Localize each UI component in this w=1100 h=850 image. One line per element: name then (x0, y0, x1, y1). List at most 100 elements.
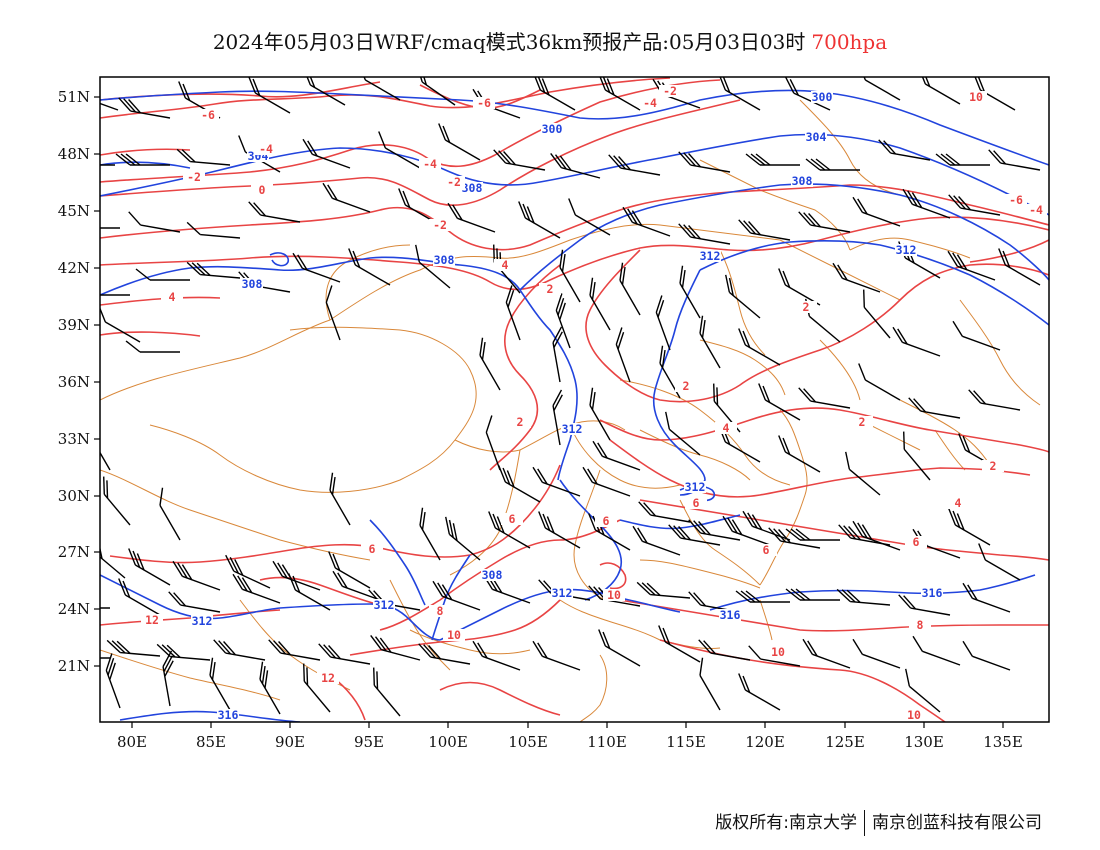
copyright-owner: 版权所有:南京大学 (715, 813, 857, 833)
contour-label-bg (419, 158, 441, 170)
height-contour-label: 312 (700, 249, 721, 263)
contour-label-bg (161, 291, 183, 303)
temperature-contour (100, 77, 671, 119)
wind-barb (768, 527, 821, 549)
title-pressure-level: 700hpa (811, 30, 888, 54)
temperature-contour (259, 576, 381, 606)
wind-barb (852, 520, 901, 551)
wind-barb (302, 138, 351, 169)
wind-barb (905, 668, 941, 713)
temperature-contour-label: 12 (321, 671, 335, 685)
height-contour (269, 252, 290, 267)
temperature-contour-label: 4 (169, 290, 176, 304)
temperature-contour-label: 6 (763, 543, 770, 557)
temperature-contour (379, 519, 621, 631)
temperature-contour-label: -2 (663, 84, 677, 98)
contour-label-bg (539, 283, 561, 295)
wind-barb (998, 248, 1041, 286)
wind-barb (838, 524, 891, 546)
wind-barb (103, 476, 131, 526)
wind-barb (858, 77, 901, 101)
contour-label-bg (141, 614, 163, 626)
contour-label-bg (433, 254, 455, 266)
contour-label-bg (909, 619, 931, 631)
temperature-contour (609, 439, 1031, 498)
temperature-contour-label: 10 (907, 708, 921, 722)
temperature-contour-label: 2 (517, 415, 524, 429)
wind-barb (608, 154, 661, 176)
y-tick-label: 39N (58, 316, 90, 334)
wind-barb (802, 638, 851, 669)
wind-barb (592, 440, 641, 471)
temperature-contour-label: 4 (723, 421, 730, 435)
map-axes: 80E 85E 90E 95E 100E 105E 110E 115E 120E 125E 130E… (58, 88, 1023, 751)
temperature-contour (439, 681, 561, 716)
wind-barb (903, 431, 931, 481)
contour-label-bg (183, 171, 205, 183)
wind-barb (472, 640, 521, 671)
height-contour (699, 239, 1049, 326)
height-contour (100, 89, 1049, 166)
wind-barb (348, 248, 391, 286)
wind-barb (328, 551, 371, 589)
temperature-contour-label: -2 (187, 170, 201, 184)
temperature-contour-label: -4 (643, 96, 657, 110)
wind-barb (555, 293, 571, 349)
contour-label-bg (675, 380, 697, 392)
contour-label-bg (905, 536, 927, 548)
wind-barb (438, 123, 481, 161)
temperature-contour-label: 6 (509, 512, 516, 526)
temperature-contour-label: 10 (969, 90, 983, 104)
wind-barb (619, 262, 641, 316)
wind-barb (735, 590, 790, 603)
height-contour (100, 161, 191, 169)
wind-barb (948, 194, 1001, 216)
wind-barb (738, 328, 781, 366)
wind-barb (912, 635, 961, 666)
contour-label-bg (805, 131, 827, 143)
wind-barb (159, 487, 181, 541)
wind-barb (156, 643, 211, 661)
y-tick-label: 30N (58, 487, 90, 505)
wind-barb (259, 661, 281, 715)
contour-label-bg (659, 85, 681, 97)
wind-barb (878, 139, 931, 161)
temperature-contour-label: 8 (917, 618, 924, 632)
height-contour-label: 308 (482, 568, 503, 582)
contour-label-bg (921, 587, 943, 599)
wind-barb (622, 206, 671, 237)
wind-barb (303, 663, 331, 713)
height-contour (100, 574, 441, 641)
height-contour-label: 312 (192, 614, 213, 628)
wind-barb (699, 315, 721, 369)
wind-barb (248, 77, 291, 114)
contour-label-bg (811, 91, 833, 103)
temperature-contour-label: -2 (433, 218, 447, 232)
wind-barb (118, 97, 171, 119)
wind-barb (658, 625, 701, 663)
contour-label-bg (241, 278, 263, 290)
wind-barb (416, 77, 456, 106)
temperature-contour-label: 6 (693, 496, 700, 510)
wind-barb (655, 295, 671, 351)
wind-barb (370, 634, 421, 661)
temperature-contour-label: -6 (477, 96, 491, 110)
wind-barb (415, 244, 451, 289)
height-contour-label: 316 (720, 608, 741, 622)
wind-barb (636, 581, 691, 599)
wind-barb (232, 573, 281, 604)
contour-label-bg (191, 615, 213, 627)
wind-barb (589, 387, 611, 441)
contour-label-bg (715, 422, 737, 434)
wind-barb (947, 250, 996, 281)
x-tick-label: 85E (196, 733, 226, 751)
height-contour (559, 479, 622, 601)
x-tick-label: 90E (275, 733, 305, 751)
height-contour-label: 316 (922, 586, 943, 600)
wind-barb (978, 543, 1021, 581)
wind-barb (100, 435, 111, 471)
wind-barb (533, 77, 576, 111)
x-tick-label: 135E (983, 733, 1023, 751)
temperature-contour-label: 6 (913, 535, 920, 549)
